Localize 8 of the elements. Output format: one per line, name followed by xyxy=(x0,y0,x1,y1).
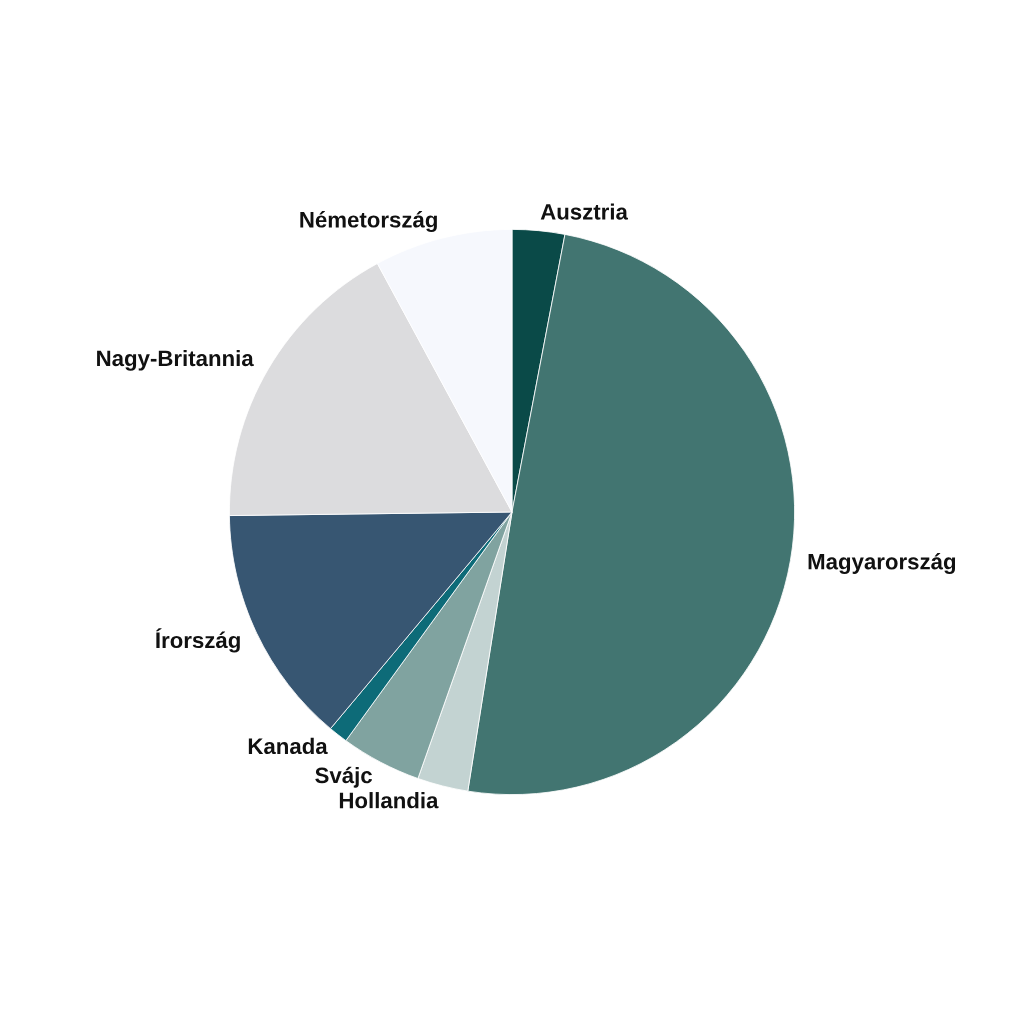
slice-label: Kanada xyxy=(248,737,328,755)
slice-label: Németország xyxy=(300,211,437,233)
slice-label: Írország xyxy=(156,628,240,653)
slice-label: Ausztria xyxy=(540,203,629,220)
slice-label: Hollandia xyxy=(339,792,439,809)
slice-label: Magyarország xyxy=(808,553,956,575)
slice-label: Nagy-Britannia xyxy=(97,349,254,371)
slice-label: Svájc xyxy=(315,766,372,788)
